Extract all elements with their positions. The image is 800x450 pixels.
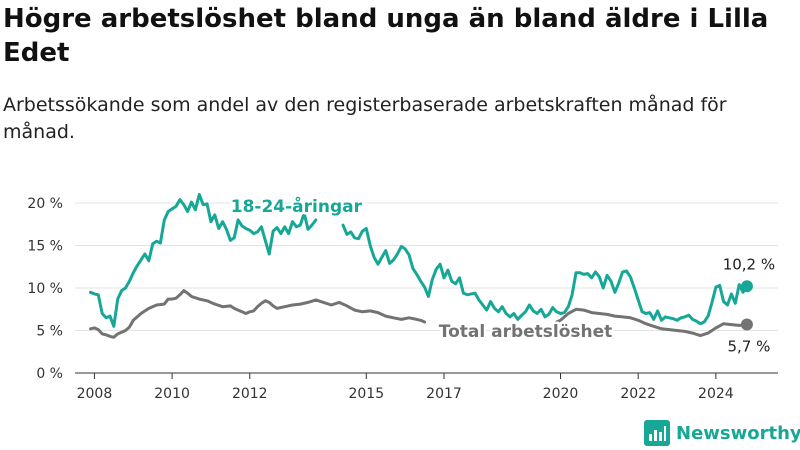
x-tick-label: 2017 <box>426 386 462 402</box>
series-line <box>89 289 427 339</box>
y-tick-label: 15 % <box>27 239 63 255</box>
chart-title: Högre arbetslöshet bland unga än bland ä… <box>3 4 769 68</box>
y-tick-label: 10 % <box>27 281 63 297</box>
series-line <box>341 223 749 326</box>
end-value-label-total: 5,7 % <box>727 338 770 356</box>
x-tick-label: 2022 <box>620 386 656 402</box>
end-value-label-total-halo: 5,7 % <box>727 338 770 356</box>
end-point-marker <box>740 280 753 293</box>
series-line <box>89 193 318 328</box>
bar-chart-logo-icon <box>644 420 670 446</box>
chart-subtitle: Arbetssökande som andel av den registerb… <box>3 94 727 143</box>
y-tick-label: 20 % <box>27 196 63 212</box>
end-value-label-young-halo: 10,2 % <box>723 255 775 273</box>
series-layer <box>89 193 753 339</box>
x-tick-label: 2008 <box>77 386 113 402</box>
x-tick-label: 2012 <box>232 386 268 402</box>
x-tick-label: 2020 <box>543 386 579 402</box>
brand-name: Newsworthy <box>676 422 800 444</box>
x-tick-label: 2015 <box>348 386 384 402</box>
end-point-marker <box>740 318 753 331</box>
end-value-label-young: 10,2 % <box>723 255 775 273</box>
grid-layer <box>75 202 778 331</box>
series-line <box>555 307 749 338</box>
x-tick-label: 2010 <box>154 386 190 402</box>
axis-layer: 0 % 5 % 10 % 15 % 20 % 2008 2010 2012 2015 2017 20… <box>27 196 778 402</box>
series-label-total-halo: Total arbetslöshet <box>439 322 613 342</box>
series-label-young: 18-24-åringar <box>231 195 363 217</box>
y-tick-label: 0 % <box>36 366 63 382</box>
x-tick-label: 2024 <box>698 386 734 402</box>
brand: Newsworthy <box>644 420 800 446</box>
y-tick-label: 5 % <box>36 324 63 340</box>
series-label-young-halo: 18-24-åringar <box>231 195 363 217</box>
series-label-total: Total arbetslöshet <box>439 322 613 342</box>
